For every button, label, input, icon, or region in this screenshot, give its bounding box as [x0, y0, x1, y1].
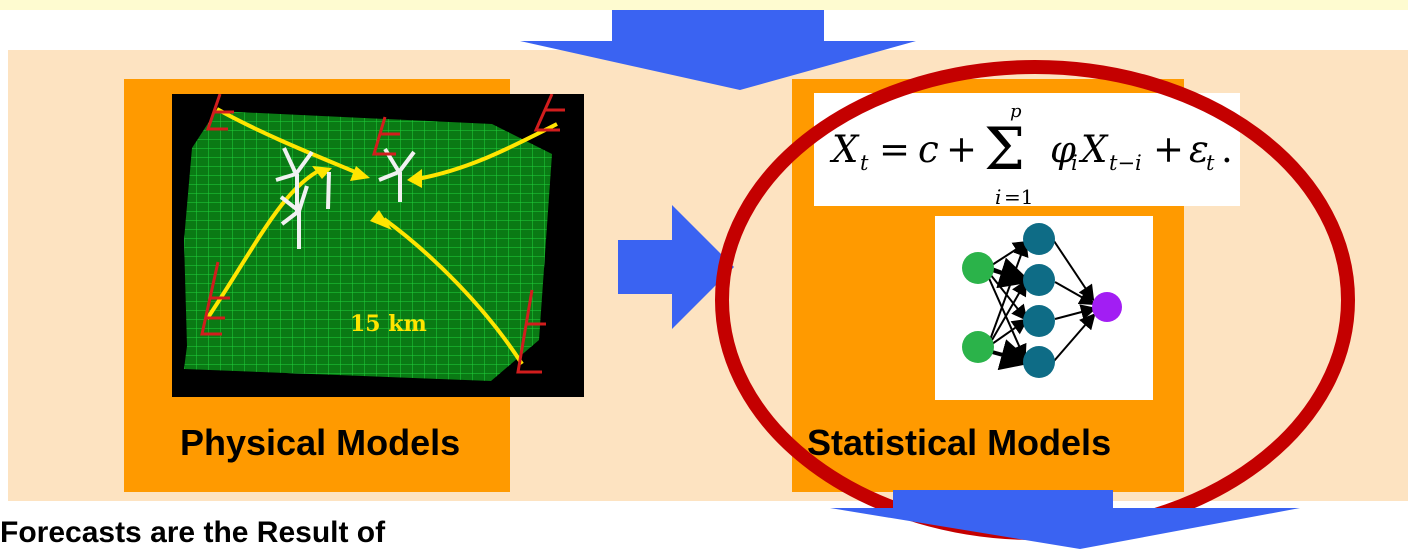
svg-text:φ: φ: [1050, 128, 1076, 171]
svg-text:Σ: Σ: [984, 115, 1025, 183]
neural-network-diagram: [962, 223, 1122, 378]
header-strip: [0, 0, 1408, 10]
svg-text:X: X: [829, 128, 860, 171]
scale-label: 15 km: [350, 311, 427, 337]
bottom-caption: Forecasts are the Result of: [0, 516, 386, 549]
physical-models-label: Physical Models: [180, 422, 461, 463]
svg-text:X: X: [1078, 128, 1109, 171]
terrain-image: 15 km: [172, 93, 584, 397]
neural-network-box: [935, 216, 1153, 400]
svg-text:t: t: [860, 151, 869, 175]
highlight-ellipse: [715, 60, 1355, 540]
svg-text:c: c: [918, 128, 939, 171]
svg-text:t−i: t−i: [1109, 151, 1142, 175]
ar-equation: X t = c + Σ p i =1 φ i X t−i + ε t .: [829, 101, 1233, 209]
svg-text:p: p: [1010, 101, 1022, 122]
terrain-mesh: 15 km: [184, 93, 565, 381]
svg-text:+: +: [1153, 128, 1184, 171]
middle-right-arrow: [618, 205, 734, 329]
svg-text:i: i: [995, 185, 1001, 206]
svg-text:=1: =1: [1004, 185, 1033, 206]
svg-text:.: .: [1221, 128, 1233, 171]
svg-text:i: i: [1071, 151, 1078, 175]
statistical-models-label: Statistical Models: [807, 422, 1112, 463]
svg-text:ε: ε: [1189, 128, 1209, 171]
top-down-arrow: [520, 10, 916, 90]
svg-text:+: +: [946, 128, 977, 171]
ar-equation-box: X t = c + Σ p i =1 φ i X t−i + ε t .: [814, 93, 1240, 209]
bottom-down-arrow: [830, 490, 1300, 549]
svg-text:t: t: [1206, 151, 1215, 175]
svg-text:=: =: [879, 128, 910, 171]
